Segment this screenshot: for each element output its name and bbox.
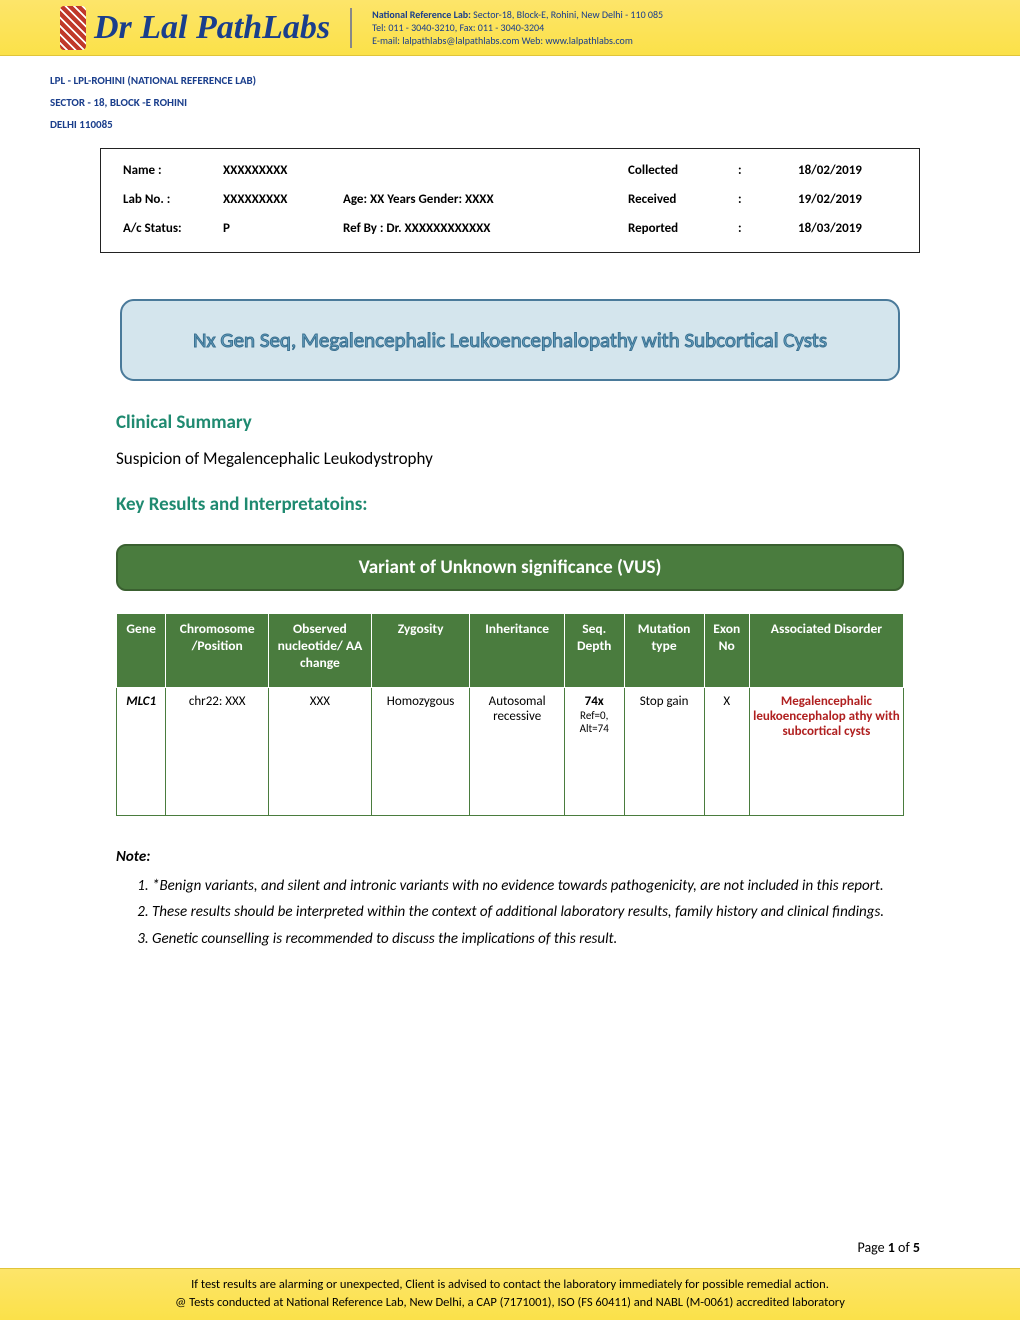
- collected-label: Collected: [628, 163, 738, 178]
- th-observed: Observed nucleotide/ AA change: [269, 614, 372, 688]
- ac-value: P: [223, 221, 343, 236]
- vus-bar: Variant of Unknown significance (VUS): [116, 544, 904, 591]
- td-seq: 74x Ref=0, Alt=74: [564, 688, 624, 816]
- td-chrom: chr22: XXX: [166, 688, 269, 816]
- th-chrom: Chromosome /Position: [166, 614, 269, 688]
- note-block: Note: *Benign variants, and silent and i…: [116, 848, 904, 949]
- td-gene: MLC1: [117, 688, 166, 816]
- collected-value: 18/02/2019: [798, 163, 897, 178]
- colon: :: [738, 192, 798, 207]
- reported-value: 18/03/2019: [798, 221, 897, 236]
- seq-main: 74x: [568, 694, 621, 709]
- contact-address: Sector-18, Block-E, Rohini, New Delhi - …: [471, 8, 663, 21]
- lab-line3: DELHI 110085: [50, 114, 970, 136]
- refby: Ref By : Dr. XXXXXXXXXXXX: [343, 221, 628, 236]
- lab-line2: SECTOR - 18, BLOCK -E ROHINI: [50, 92, 970, 114]
- test-title: Nx Gen Seq, Megalencephalic Leukoencepha…: [120, 299, 900, 381]
- clinical-text: Suspicion of Megalencephalic Leukodystro…: [116, 448, 904, 469]
- contact-phone: Tel: 011 - 3040-3210, Fax: 011 - 3040-32…: [372, 21, 663, 34]
- lab-info: LPL - LPL-ROHINI (NATIONAL REFERENCE LAB…: [0, 56, 1020, 142]
- th-exon: Exon No: [704, 614, 749, 688]
- td-mutation: Stop gain: [624, 688, 704, 816]
- td-observed: XXX: [269, 688, 372, 816]
- th-seqdepth: Seq. Depth: [564, 614, 624, 688]
- results-table: Gene Chromosome /Position Observed nucle…: [116, 613, 904, 816]
- labno-value: XXXXXXXXX: [223, 192, 343, 207]
- seq-sub: Ref=0, Alt=74: [568, 709, 621, 735]
- received-value: 19/02/2019: [798, 192, 897, 207]
- note-item: *Benign variants, and silent and introni…: [152, 876, 904, 896]
- name-value: XXXXXXXXX: [223, 163, 343, 178]
- footer-band: If test results are alarming or unexpect…: [0, 1268, 1020, 1320]
- name-label: Name :: [123, 163, 223, 178]
- age-gender: Age: XX Years Gender: XXXX: [343, 192, 628, 207]
- received-label: Received: [628, 192, 738, 207]
- colon: :: [738, 163, 798, 178]
- reported-label: Reported: [628, 221, 738, 236]
- th-gene: Gene: [117, 614, 166, 688]
- ac-label: A/c Status:: [123, 221, 223, 236]
- labno-label: Lab No. :: [123, 192, 223, 207]
- table-row: MLC1 chr22: XXX XXX Homozygous Autosomal…: [117, 688, 904, 816]
- th-zygosity: Zygosity: [371, 614, 470, 688]
- patient-box: Name : XXXXXXXXX Collected : 18/02/2019 …: [100, 148, 920, 253]
- page-number: Page 1 of 5: [858, 1239, 920, 1256]
- td-zygosity: Homozygous: [371, 688, 470, 816]
- note-label: Note:: [116, 848, 904, 866]
- clinical-heading: Clinical Summary: [116, 411, 904, 434]
- logo-text: Dr Lal PathLabs: [94, 9, 330, 47]
- td-disorder: Megalencephalic leukoencephalop athy wit…: [749, 688, 903, 816]
- note-list: *Benign variants, and silent and introni…: [116, 876, 904, 949]
- key-heading: Key Results and Interpretatoins:: [116, 493, 904, 516]
- dna-icon: [60, 6, 86, 50]
- th-inheritance: Inheritance: [470, 614, 565, 688]
- th-disorder: Associated Disorder: [749, 614, 903, 688]
- footer-line2: @ Tests conducted at National Reference …: [40, 1294, 980, 1313]
- header-band: Dr Lal PathLabs National Reference Lab: …: [0, 0, 1020, 56]
- contact-label: National Reference Lab:: [372, 8, 471, 21]
- td-inheritance: Autosomal recessive: [470, 688, 565, 816]
- colon: :: [738, 221, 798, 236]
- logo: Dr Lal PathLabs: [60, 6, 330, 50]
- header-contact: National Reference Lab: Sector-18, Block…: [372, 8, 663, 47]
- note-item: Genetic counselling is recommended to di…: [152, 929, 904, 949]
- header-divider: [350, 8, 352, 48]
- footer-line1: If test results are alarming or unexpect…: [40, 1276, 980, 1295]
- note-item: These results should be interpreted with…: [152, 902, 904, 922]
- th-mutation: Mutation type: [624, 614, 704, 688]
- td-exon: X: [704, 688, 749, 816]
- table-header-row: Gene Chromosome /Position Observed nucle…: [117, 614, 904, 688]
- contact-email: E-mail: lalpathlabs@lalpathlabs.com Web:…: [372, 34, 663, 47]
- lab-line1: LPL - LPL-ROHINI (NATIONAL REFERENCE LAB…: [50, 70, 970, 92]
